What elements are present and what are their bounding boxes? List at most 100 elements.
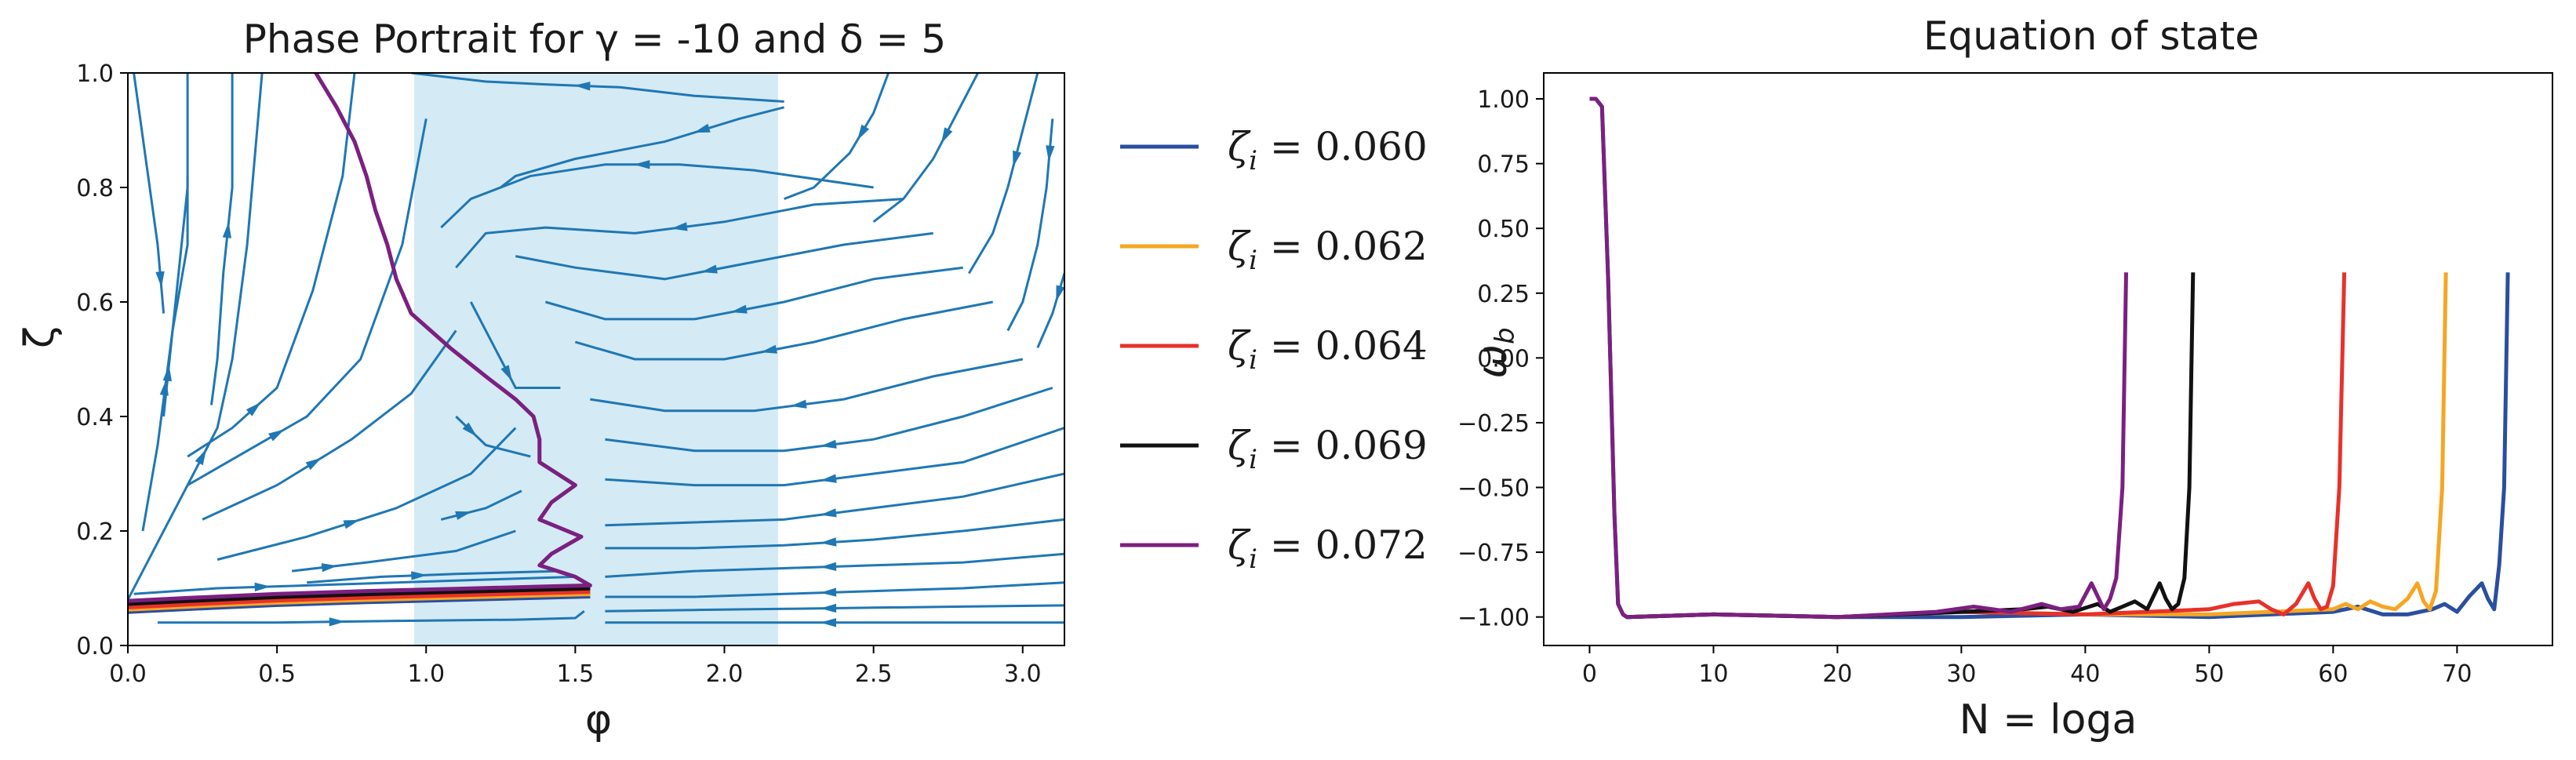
stream-arrow bbox=[820, 603, 837, 613]
phase-portrait-title: Phase Portrait for γ = -10 and δ = 5 bbox=[243, 16, 946, 62]
stream-arrow bbox=[820, 537, 837, 547]
legend-subscript: i bbox=[1249, 444, 1257, 475]
ylabel-subscript: b bbox=[1490, 327, 1521, 344]
streamline bbox=[128, 73, 264, 601]
stream-arrow bbox=[693, 123, 711, 133]
streamline bbox=[1006, 118, 1054, 332]
x-tick-label: 2.5 bbox=[855, 660, 893, 688]
legend-symbol: ζ bbox=[1228, 522, 1251, 568]
x-tick-label: 1.5 bbox=[557, 660, 595, 688]
stream-arrow bbox=[222, 221, 231, 238]
legend-subscript: i bbox=[1249, 145, 1257, 176]
equation-of-state-plot-frame bbox=[1543, 72, 2553, 646]
stream-arrow bbox=[455, 511, 472, 520]
stream-arrow bbox=[1046, 145, 1055, 162]
streamline bbox=[187, 118, 428, 486]
y-tick-label: 0.50 bbox=[1477, 216, 1530, 243]
x-tick-label: 1.0 bbox=[407, 660, 445, 688]
phase-portrait-plot-frame bbox=[127, 72, 1065, 646]
stream-arrow bbox=[700, 264, 718, 274]
stream-arrow bbox=[162, 365, 172, 382]
stream-arrow bbox=[329, 617, 346, 627]
streamline bbox=[440, 163, 874, 229]
streamline bbox=[210, 73, 234, 405]
eos-line-0.072 bbox=[1589, 96, 2128, 620]
stream-arrow bbox=[633, 160, 650, 169]
x-tick-label: 3.0 bbox=[1004, 660, 1042, 688]
x-tick-label: 10 bbox=[1698, 660, 1728, 688]
stream-arrow bbox=[820, 474, 837, 483]
y-tick-label: −0.25 bbox=[1457, 410, 1530, 438]
x-tick-label: 70 bbox=[2442, 660, 2472, 688]
stream-arrow bbox=[268, 429, 285, 442]
x-tick-label: 50 bbox=[2194, 660, 2224, 688]
stream-arrow bbox=[305, 457, 322, 471]
legend-label: ζi = 0.064 bbox=[1228, 323, 1428, 376]
legend-subscript: i bbox=[1249, 245, 1257, 276]
stream-arrow bbox=[820, 508, 837, 518]
equation-of-state-x-label: N = loga bbox=[1959, 696, 2138, 744]
legend-symbol: ζ bbox=[1228, 124, 1251, 169]
trajectory-0.072 bbox=[128, 73, 592, 603]
legend-subscript: i bbox=[1249, 544, 1257, 575]
x-tick-label: 0.0 bbox=[109, 660, 147, 688]
stream-arrow bbox=[573, 82, 591, 91]
phase-portrait-x-label: φ bbox=[585, 696, 612, 744]
stream-arrow bbox=[941, 127, 953, 144]
streamline bbox=[455, 198, 904, 269]
legend-label: ζi = 0.069 bbox=[1228, 423, 1428, 475]
phase-portrait-panel: Phase Portrait for γ = -10 and δ = 5 0.0… bbox=[16, 16, 1065, 744]
streamline bbox=[202, 329, 457, 521]
streamline bbox=[216, 427, 517, 561]
stream-arrow bbox=[462, 422, 478, 437]
x-tick-label: 0.5 bbox=[258, 660, 296, 688]
stream-arrow bbox=[500, 365, 512, 381]
y-tick-label: −0.75 bbox=[1457, 540, 1530, 567]
trajectory-0.064 bbox=[128, 588, 591, 609]
y-tick-label: −1.00 bbox=[1457, 605, 1530, 632]
y-tick-label: 0.75 bbox=[1477, 151, 1530, 179]
stream-arrow bbox=[254, 582, 271, 592]
y-tick-label: 0.8 bbox=[76, 175, 114, 202]
stream-arrow bbox=[790, 399, 807, 409]
legend-value: = 0.069 bbox=[1257, 423, 1428, 468]
stream-arrow bbox=[1056, 285, 1064, 302]
legend-label: ζi = 0.072 bbox=[1228, 522, 1428, 575]
y-tick-label: 0.6 bbox=[76, 289, 114, 317]
stream-arrow bbox=[820, 439, 837, 449]
stream-arrow bbox=[343, 519, 360, 529]
stream-arrow bbox=[820, 587, 837, 597]
streamline bbox=[187, 73, 356, 458]
x-tick-label: 0 bbox=[1582, 660, 1597, 688]
y-tick-label: 0.2 bbox=[76, 518, 114, 546]
legend-symbol: ζ bbox=[1228, 224, 1251, 269]
stream-arrow bbox=[246, 402, 261, 416]
equation-of-state-y-label: ωb bbox=[1469, 327, 1521, 378]
legend-value: = 0.064 bbox=[1257, 323, 1428, 369]
trajectory-0.069 bbox=[128, 584, 591, 606]
streamline bbox=[968, 73, 1039, 275]
y-tick-label: 1.00 bbox=[1477, 86, 1530, 114]
streamline bbox=[440, 489, 522, 521]
x-tick-label: 2.0 bbox=[706, 660, 744, 688]
legend-value: = 0.062 bbox=[1257, 224, 1428, 269]
phase-portrait-y-label: ζ bbox=[16, 326, 64, 348]
stream-arrow bbox=[820, 618, 836, 627]
legend-label: ζi = 0.062 bbox=[1228, 224, 1428, 276]
y-tick-label: −0.50 bbox=[1457, 475, 1530, 503]
y-tick-label: 0.0 bbox=[76, 633, 114, 660]
streamline bbox=[784, 73, 890, 201]
streamline bbox=[158, 610, 585, 624]
y-tick-label: 0.00 bbox=[1477, 345, 1530, 373]
y-tick-label: 1.0 bbox=[76, 60, 114, 88]
stream-arrow bbox=[671, 222, 688, 231]
streamline bbox=[500, 106, 784, 189]
stream-arrow bbox=[760, 344, 777, 354]
legend-value: = 0.060 bbox=[1257, 124, 1428, 169]
legend-label: ζi = 0.060 bbox=[1228, 124, 1428, 176]
x-tick-label: 20 bbox=[1822, 660, 1852, 688]
equation-of-state-panel: Equation of state 0 10 20 30 40 50 60 70 1.00 0.… bbox=[1457, 13, 2553, 744]
legend-symbol: ζ bbox=[1228, 323, 1251, 369]
